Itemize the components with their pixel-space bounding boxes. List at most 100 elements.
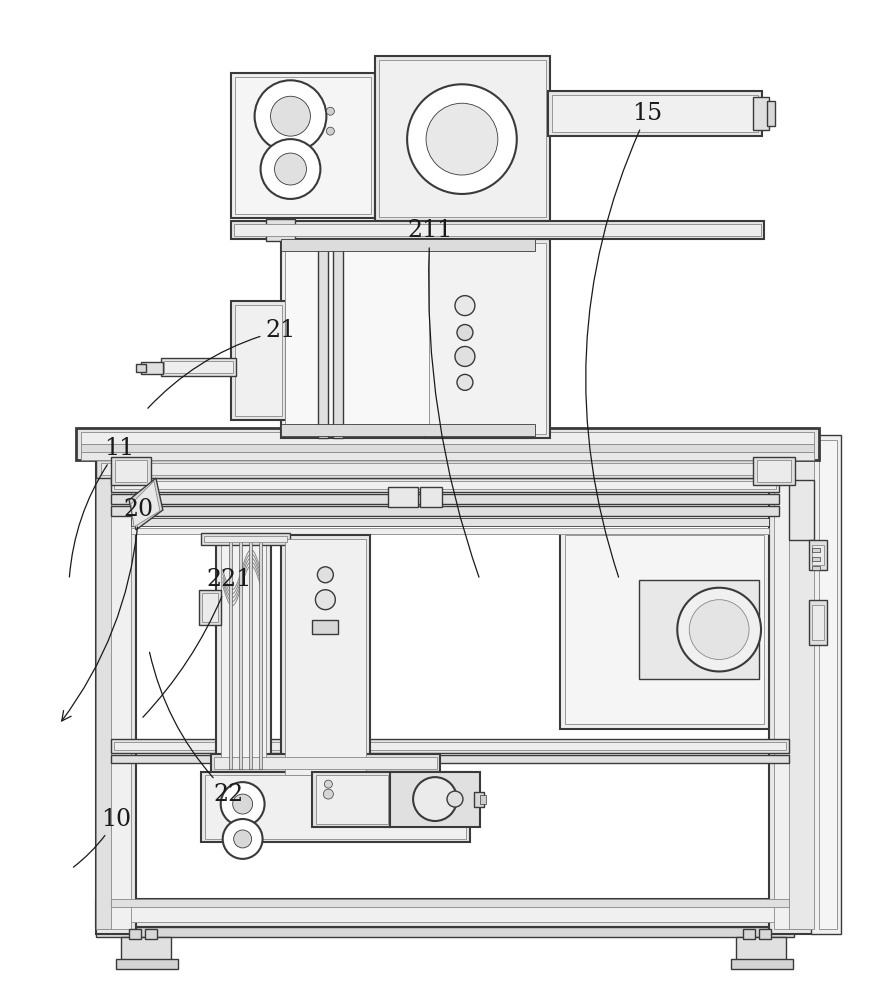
Bar	[231, 221, 764, 239]
Circle shape	[407, 84, 517, 194]
Bar	[379, 60, 545, 217]
Bar	[429, 243, 545, 434]
Bar	[76, 428, 819, 460]
Bar	[812, 605, 824, 640]
Circle shape	[255, 80, 326, 152]
Circle shape	[223, 819, 263, 859]
Bar	[214, 757, 437, 769]
Circle shape	[678, 588, 761, 671]
Bar	[281, 239, 535, 438]
Bar	[812, 557, 820, 561]
Bar	[312, 620, 338, 634]
Circle shape	[260, 139, 320, 199]
Bar	[111, 899, 789, 907]
Bar	[111, 755, 789, 763]
Bar	[96, 927, 794, 937]
Text: 22: 22	[149, 652, 244, 806]
Bar	[736, 937, 786, 962]
Bar	[474, 792, 484, 807]
Bar	[96, 899, 794, 927]
Bar	[809, 600, 827, 645]
Bar	[111, 506, 779, 516]
Circle shape	[274, 153, 307, 185]
Circle shape	[326, 107, 334, 115]
Bar	[281, 239, 535, 251]
Bar	[81, 444, 814, 452]
Bar	[284, 539, 367, 775]
Bar	[231, 301, 285, 420]
Bar	[812, 545, 824, 565]
Circle shape	[455, 296, 475, 316]
Bar	[258, 540, 262, 769]
Circle shape	[447, 791, 463, 807]
Bar	[812, 548, 820, 552]
Circle shape	[689, 600, 749, 660]
Bar	[231, 73, 375, 218]
Bar	[234, 77, 371, 214]
Bar	[548, 91, 762, 136]
Bar	[101, 440, 131, 929]
Bar	[281, 424, 535, 436]
Bar	[114, 481, 776, 489]
Bar	[111, 457, 151, 485]
Bar	[552, 95, 758, 132]
Circle shape	[221, 782, 265, 826]
Bar	[812, 566, 820, 570]
Bar	[333, 239, 343, 438]
Bar	[388, 487, 418, 507]
Bar	[202, 593, 218, 622]
Bar	[141, 362, 163, 374]
Bar	[819, 440, 837, 929]
Bar	[233, 224, 761, 236]
Bar	[731, 959, 793, 969]
Bar	[229, 540, 232, 769]
Bar	[375, 56, 550, 221]
Bar	[115, 460, 147, 482]
Circle shape	[316, 590, 335, 610]
Bar	[809, 540, 827, 570]
Circle shape	[233, 830, 251, 848]
Text: 10: 10	[73, 808, 131, 867]
Bar	[111, 739, 789, 753]
Circle shape	[457, 374, 473, 390]
Circle shape	[325, 780, 333, 788]
Bar	[131, 518, 769, 526]
Circle shape	[426, 103, 498, 175]
Bar	[201, 533, 291, 545]
Bar	[425, 239, 550, 438]
Bar	[811, 435, 840, 934]
Text: 221: 221	[143, 568, 251, 717]
Bar	[639, 580, 759, 679]
Bar	[111, 478, 779, 492]
Bar	[759, 929, 771, 939]
Bar	[164, 361, 232, 373]
Bar	[565, 535, 764, 724]
Bar	[281, 535, 370, 779]
Bar	[96, 435, 136, 934]
Bar	[204, 536, 288, 542]
Circle shape	[455, 346, 475, 366]
Polygon shape	[131, 481, 160, 527]
Bar	[96, 460, 794, 478]
Bar	[789, 435, 814, 929]
Circle shape	[457, 325, 473, 340]
Bar	[161, 358, 236, 376]
Bar	[145, 929, 157, 939]
Bar	[101, 463, 789, 475]
Circle shape	[413, 777, 457, 821]
Bar	[234, 305, 282, 416]
Bar	[753, 97, 769, 130]
Bar	[753, 457, 795, 485]
Bar	[114, 742, 786, 750]
Bar	[743, 929, 755, 939]
Bar	[789, 480, 814, 540]
Bar	[316, 775, 388, 824]
Bar	[767, 101, 775, 126]
Bar	[284, 243, 531, 434]
Text: 15: 15	[586, 102, 662, 577]
Bar	[221, 540, 266, 769]
Bar	[116, 959, 178, 969]
Bar	[560, 530, 769, 729]
Bar	[201, 772, 470, 842]
Circle shape	[271, 96, 310, 136]
